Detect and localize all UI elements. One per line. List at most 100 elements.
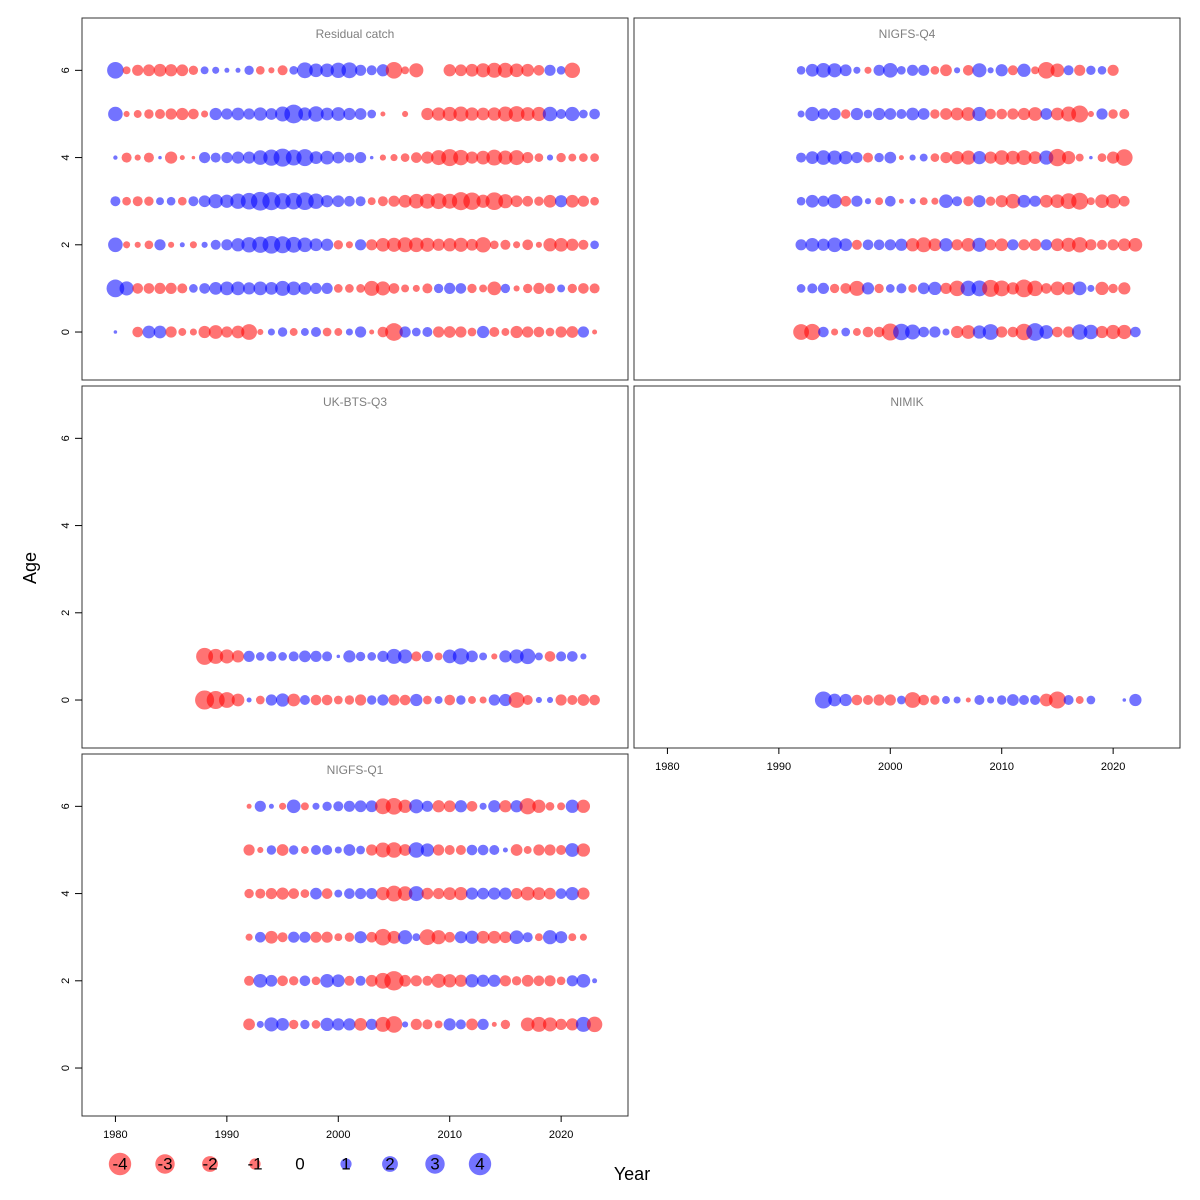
bubble-1994-age-0 [267,328,275,336]
bubble-1994-age-2 [817,238,830,251]
bubble-1982-age-0 [132,326,144,338]
bubble-1992-age-4 [242,151,256,164]
bubble-2002-age-2 [355,975,366,986]
bubble-2021-age-4 [1115,149,1133,166]
bubble-2000-age-6 [883,63,898,78]
bubble-1989-age-1 [209,282,223,295]
x-tick-label: 1980 [103,1129,127,1141]
bubble-2011-age-4 [454,886,468,901]
bubble-2001-age-6 [343,800,355,812]
bubble-2007-age-0 [410,693,423,707]
bubble-2010-age-1 [442,649,457,664]
bubble-2019-age-1 [544,283,556,294]
bubble-1997-age-3 [296,192,314,211]
bubble-1996-age-3 [840,195,852,207]
bubble-2022-age-6 [576,799,591,813]
bubble-2018-age-1 [531,1016,547,1032]
bubble-2020-age-1 [1108,283,1118,294]
bubble-1985-age-6 [164,64,178,77]
bubble-2011-age-5 [455,844,466,856]
bubble-2012-age-3 [465,930,479,944]
bubble-2000-age-4 [332,151,345,164]
bubble-2008-age-5 [420,843,435,857]
bubble-2021-age-1 [566,1018,579,1031]
bubble-2016-age-6 [509,63,524,78]
bubble-1984-age-5 [154,108,166,120]
bubble-2020-age-1 [556,651,567,662]
bubble-1985-age-1 [165,282,177,294]
bubble-2008-age-5 [972,106,987,122]
bubble-1998-age-6 [309,63,323,78]
bubble-2001-age-0 [897,695,906,705]
bubble-2006-age-0 [399,326,411,338]
bubble-1999-age-3 [875,197,884,206]
bubble-2019-age-4 [544,887,556,900]
bubble-2022-age-1 [580,653,587,660]
legend-bubble [202,1156,218,1172]
bubble-1997-age-6 [300,802,309,811]
bubble-2006-age-5 [399,844,411,856]
bubble-1989-age-2 [210,239,221,250]
bubble-2007-age-2 [410,975,422,987]
bubble-2022-age-5 [576,843,591,857]
bubble-1993-age-0 [804,323,821,341]
bubble-1992-age-4 [244,888,254,899]
bubble-2005-age-1 [385,1016,403,1033]
bubble-2003-age-1 [366,1018,378,1030]
bubble-2012-age-3 [463,192,481,210]
x-tick-label: 2010 [437,1129,461,1141]
axes-group: 0 2 4 6 0 2 4 6 0 2 4 6 1980 1990 2000 2010 2020 1980 1990… [60,67,1125,1141]
bubble-2013-age-4 [1028,151,1042,164]
bubble-2002-age-0 [355,326,367,338]
bubble-1998-age-6 [312,802,320,810]
bubble-1988-age-5 [201,110,209,118]
bubble-1999-age-2 [320,238,334,251]
bubble-2003-age-3 [919,197,928,206]
bubble-1986-age-1 [177,283,188,294]
bubble-2023-age-5 [589,108,600,120]
bubble-1997-age-2 [851,239,862,250]
bubble-2009-age-1 [433,283,444,294]
bubble-2009-age-6 [432,800,445,813]
bubble-2018-age-5 [533,844,545,856]
bubble-2005-age-6 [385,61,403,79]
bubble-2003-age-1 [367,652,377,661]
bubble-2003-age-6 [366,65,377,76]
bubble-2002-age-2 [355,239,367,251]
bubble-2002-age-0 [905,324,921,340]
bubble-1998-age-1 [311,1020,321,1029]
bubble-2017-age-1 [1072,281,1087,296]
legend-bubble [382,1156,398,1172]
bubble-1988-age-1 [196,647,214,665]
bubble-1997-age-5 [850,107,864,121]
bubble-2020-age-6 [1107,64,1119,76]
bubble-2004-age-5 [930,109,940,119]
bubble-1999-age-0 [873,694,885,706]
x-axis-title: Year [614,1164,650,1184]
bubble-1992-age-0 [246,697,252,703]
bubble-2012-age-1 [466,650,478,663]
bubble-2013-age-1 [479,652,488,661]
bubble-2004-age-2 [928,238,942,252]
bubble-2001-age-4 [344,152,355,163]
bubble-1986-age-0 [178,328,187,336]
bubble-1993-age-2 [805,237,820,252]
bubble-2016-age-5 [508,106,525,122]
bubble-1991-age-4 [231,151,245,164]
bubble-2002-age-5 [906,107,919,121]
bubble-1998-age-1 [310,282,322,294]
legend-label: 0 [295,1155,304,1174]
bubble-2012-age-0 [468,696,476,704]
bubble-2005-age-2 [939,238,953,252]
bubble-1999-age-6 [322,801,332,811]
bubble-2003-age-1 [364,280,380,296]
bubble-1999-age-1 [321,282,333,294]
y-axis-title: Age [20,552,40,584]
bubble-2002-age-4 [355,152,367,164]
bubble-1994-age-5 [817,108,830,120]
bubble-1983-age-2 [144,240,154,250]
bubble-2004-age-2 [376,237,390,252]
bubble-1985-age-2 [168,241,175,248]
bubble-2011-age-0 [455,326,467,338]
bubble-1986-age-6 [176,64,189,77]
